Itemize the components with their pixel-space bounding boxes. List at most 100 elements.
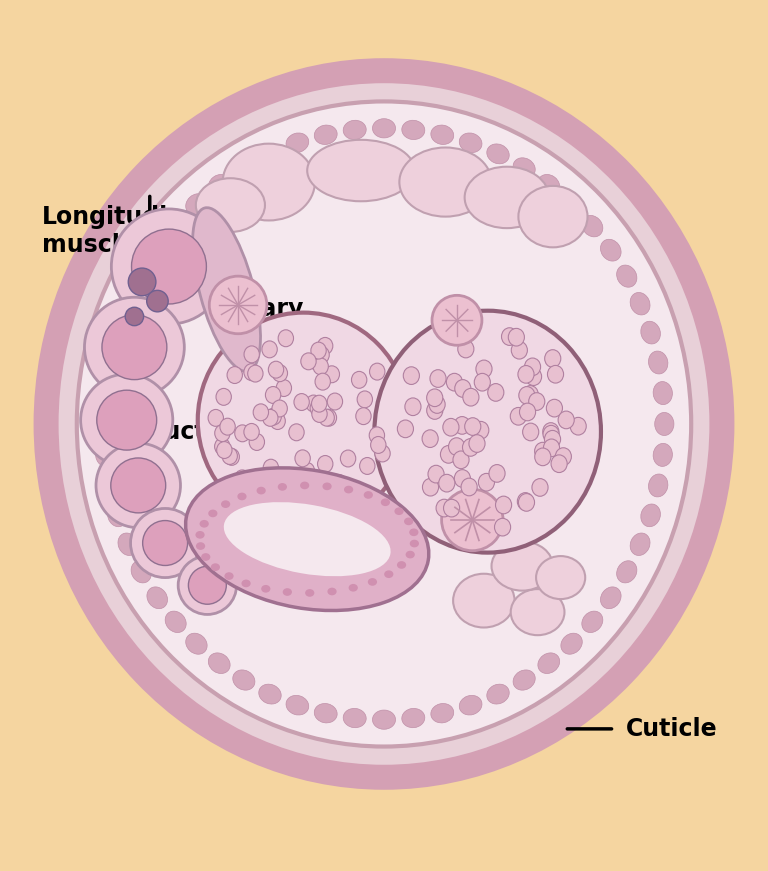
Ellipse shape [313,358,329,375]
Ellipse shape [371,436,386,454]
Ellipse shape [244,364,260,381]
Ellipse shape [233,158,255,178]
Ellipse shape [94,413,114,436]
Ellipse shape [111,458,166,513]
Ellipse shape [654,413,674,436]
Ellipse shape [543,425,559,443]
Ellipse shape [459,133,482,152]
Ellipse shape [237,493,247,500]
Text: Oviduct: Oviduct [104,420,207,443]
Ellipse shape [372,710,396,729]
Ellipse shape [108,504,127,527]
Ellipse shape [453,574,515,627]
Ellipse shape [165,611,186,632]
Ellipse shape [406,550,415,558]
Ellipse shape [473,422,489,439]
Ellipse shape [538,653,560,673]
Ellipse shape [209,276,267,334]
Ellipse shape [222,448,237,464]
Ellipse shape [317,456,333,472]
Ellipse shape [455,469,471,487]
Ellipse shape [249,434,264,450]
Ellipse shape [525,358,541,375]
Ellipse shape [439,475,455,492]
Ellipse shape [551,455,568,473]
Ellipse shape [128,268,156,296]
Ellipse shape [459,695,482,715]
Ellipse shape [476,360,492,378]
Ellipse shape [244,346,260,363]
Ellipse shape [233,670,255,690]
Ellipse shape [214,438,230,455]
Ellipse shape [289,424,304,441]
Ellipse shape [343,120,366,139]
Ellipse shape [429,395,445,414]
Ellipse shape [308,353,323,369]
Ellipse shape [495,496,511,514]
Ellipse shape [215,425,230,442]
Ellipse shape [262,341,277,358]
Ellipse shape [227,367,243,383]
Ellipse shape [224,449,240,465]
Ellipse shape [111,209,227,324]
Ellipse shape [301,353,316,370]
Ellipse shape [369,427,385,444]
Ellipse shape [582,215,603,237]
Ellipse shape [311,342,326,359]
Ellipse shape [317,337,333,354]
Ellipse shape [369,363,385,380]
Ellipse shape [310,400,326,416]
Ellipse shape [270,413,286,429]
Ellipse shape [495,518,511,536]
Ellipse shape [186,193,207,215]
Ellipse shape [197,313,409,528]
Ellipse shape [263,459,279,476]
Ellipse shape [81,374,173,466]
Ellipse shape [217,442,232,458]
Ellipse shape [535,442,551,460]
Ellipse shape [399,147,492,217]
Ellipse shape [271,496,286,513]
Ellipse shape [653,381,673,404]
Ellipse shape [427,402,443,419]
Ellipse shape [458,341,474,358]
Ellipse shape [519,403,535,421]
Ellipse shape [208,409,223,426]
Ellipse shape [444,499,460,517]
Ellipse shape [489,464,505,483]
Ellipse shape [465,418,481,436]
Ellipse shape [487,684,509,704]
Ellipse shape [617,265,637,287]
Ellipse shape [446,374,462,391]
Ellipse shape [118,293,138,315]
Ellipse shape [336,484,351,502]
Ellipse shape [428,465,444,483]
Ellipse shape [601,587,621,609]
Ellipse shape [210,564,220,571]
Ellipse shape [186,468,429,611]
Ellipse shape [312,395,327,412]
Ellipse shape [289,473,304,490]
Ellipse shape [449,438,465,456]
Ellipse shape [432,295,482,345]
Ellipse shape [327,588,336,595]
Ellipse shape [404,517,413,525]
Ellipse shape [324,366,339,382]
Ellipse shape [492,542,553,591]
Ellipse shape [558,411,574,429]
Ellipse shape [440,446,456,463]
Ellipse shape [544,439,560,456]
Ellipse shape [195,531,204,538]
Ellipse shape [502,327,518,346]
Ellipse shape [319,409,334,426]
Ellipse shape [582,611,603,632]
Ellipse shape [143,521,187,565]
Ellipse shape [535,448,551,466]
Ellipse shape [511,589,564,635]
Ellipse shape [536,556,585,599]
Ellipse shape [508,328,525,346]
Ellipse shape [307,140,415,201]
Ellipse shape [630,533,650,556]
Ellipse shape [278,483,287,490]
Ellipse shape [461,478,477,496]
